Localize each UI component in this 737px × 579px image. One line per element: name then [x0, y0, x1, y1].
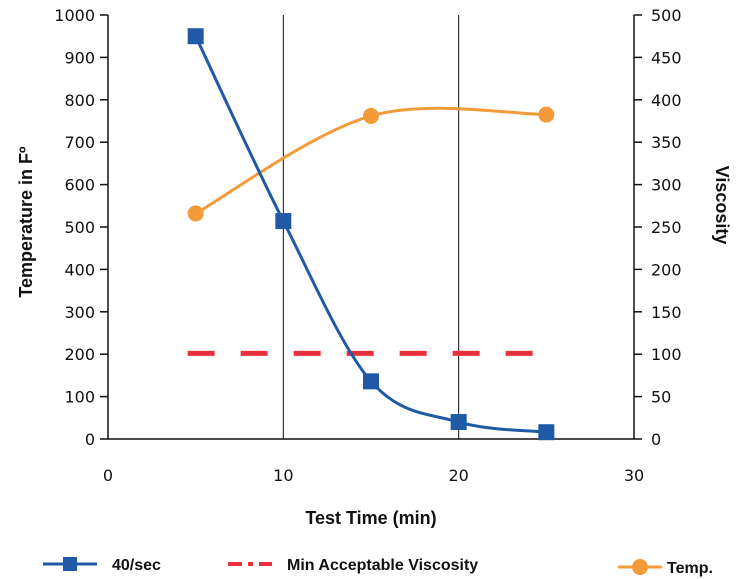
left-tick-label: 900 [64, 48, 95, 67]
right-tick-label: 250 [651, 218, 682, 237]
data-point-40-sec [187, 28, 204, 45]
left-tick-label: 600 [64, 176, 95, 195]
left-tick-label: 800 [64, 91, 95, 110]
legend-label-temp: Temp. [667, 560, 713, 577]
left-tick-label: 300 [64, 303, 95, 322]
right-tick-label: 0 [651, 430, 661, 449]
data-point-temp [187, 205, 204, 222]
right-tick-label: 150 [651, 303, 682, 322]
x-tick-label: 0 [103, 466, 113, 485]
x-axis-title: Test Time (min) [305, 508, 436, 528]
x-tick-label: 30 [624, 466, 644, 485]
series-line-temp [194, 106, 547, 215]
legend-label-40-sec: 40/sec [112, 557, 161, 574]
series [187, 28, 555, 441]
legend-marker-40-sec [63, 557, 77, 571]
legend: 40/sec Min Acceptable Viscosity Temp. [43, 557, 713, 577]
legend-item-40-sec: 40/sec [43, 557, 161, 574]
legend-marker-temp [632, 559, 648, 575]
right-tick-label: 300 [651, 176, 682, 195]
data-point-40-sec [450, 414, 467, 431]
left-tick-label: 100 [64, 388, 95, 407]
left-tick-label: 200 [64, 345, 95, 364]
right-tick-label: 50 [651, 388, 671, 407]
x-tick-label: 20 [448, 466, 468, 485]
left-tick-label: 700 [64, 133, 95, 152]
tick-labels: 0 10 20 30010020030040050060070080090010000… [54, 6, 681, 485]
left-tick-label: 0 [85, 430, 95, 449]
series-line-40-sec [194, 35, 547, 434]
data-point-40-sec [275, 213, 292, 230]
right-tick-label: 350 [651, 133, 682, 152]
legend-label-min-acceptable-viscosity: Min Acceptable Viscosity [287, 557, 478, 574]
right-tick-label: 500 [651, 6, 682, 25]
data-point-temp [538, 106, 555, 123]
left-tick-label: 500 [64, 218, 95, 237]
right-tick-label: 400 [651, 91, 682, 110]
data-point-temp [363, 107, 379, 124]
legend-item-temp: Temp. [618, 559, 713, 577]
data-point-40-sec [538, 424, 555, 441]
data-point-40-sec [363, 373, 379, 390]
left-tick-label: 1000 [54, 6, 95, 25]
left-axis-title: Temperature in Fº [16, 146, 36, 298]
right-tick-label: 200 [651, 260, 682, 279]
left-tick-label: 400 [64, 260, 95, 279]
right-axis-title: Viscosity [712, 166, 732, 245]
x-tick-label: 10 [273, 466, 293, 485]
right-tick-label: 450 [651, 48, 682, 67]
legend-item-min-acceptable-viscosity: Min Acceptable Viscosity [228, 557, 478, 574]
right-tick-label: 100 [651, 345, 682, 364]
